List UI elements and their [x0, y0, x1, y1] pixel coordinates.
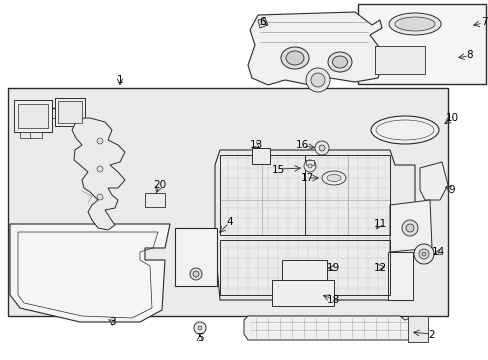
- Bar: [220, 155, 305, 235]
- Bar: [175, 228, 217, 286]
- Ellipse shape: [326, 175, 340, 181]
- Bar: [220, 240, 389, 295]
- Text: 14: 14: [430, 247, 444, 257]
- Ellipse shape: [281, 47, 308, 69]
- Text: 15: 15: [271, 165, 284, 175]
- Text: 19: 19: [325, 263, 339, 273]
- Bar: [30, 132, 42, 138]
- Ellipse shape: [370, 116, 438, 144]
- Text: 9: 9: [448, 185, 454, 195]
- Bar: [305, 155, 389, 235]
- Bar: [58, 101, 82, 123]
- Bar: [20, 132, 32, 138]
- Polygon shape: [244, 316, 414, 340]
- Polygon shape: [215, 150, 414, 300]
- Text: 16: 16: [295, 140, 308, 150]
- Circle shape: [193, 271, 199, 277]
- Ellipse shape: [388, 13, 440, 35]
- Text: 2: 2: [428, 330, 434, 340]
- Bar: [8, 88, 447, 316]
- Bar: [374, 46, 424, 74]
- Ellipse shape: [332, 56, 347, 68]
- Circle shape: [310, 73, 325, 87]
- Bar: [271, 280, 333, 306]
- Bar: [14, 100, 52, 132]
- Circle shape: [304, 160, 315, 172]
- Text: 4: 4: [226, 217, 233, 227]
- Circle shape: [307, 164, 311, 168]
- Text: 5: 5: [196, 333, 203, 343]
- Circle shape: [421, 252, 425, 256]
- Bar: [305, 160, 313, 165]
- Text: 6: 6: [259, 17, 266, 27]
- Ellipse shape: [394, 17, 434, 31]
- Polygon shape: [10, 224, 170, 322]
- Circle shape: [198, 326, 202, 330]
- Text: 13: 13: [249, 140, 262, 150]
- Ellipse shape: [321, 171, 346, 185]
- Polygon shape: [72, 118, 125, 230]
- Bar: [407, 316, 427, 342]
- Bar: [55, 98, 85, 126]
- Bar: [145, 193, 164, 207]
- Text: 20: 20: [153, 180, 166, 190]
- Polygon shape: [389, 200, 431, 252]
- Bar: [251, 148, 269, 164]
- Text: 8: 8: [466, 50, 472, 60]
- Circle shape: [194, 322, 205, 334]
- Polygon shape: [258, 18, 267, 28]
- Circle shape: [97, 166, 103, 172]
- Circle shape: [314, 141, 328, 155]
- Ellipse shape: [285, 51, 304, 65]
- Ellipse shape: [327, 52, 351, 72]
- Text: 18: 18: [325, 295, 339, 305]
- Text: 7: 7: [480, 17, 487, 27]
- Polygon shape: [419, 162, 447, 200]
- Circle shape: [190, 268, 202, 280]
- Text: 1: 1: [117, 75, 123, 85]
- Circle shape: [413, 244, 433, 264]
- Bar: [387, 252, 412, 300]
- Bar: [18, 104, 48, 128]
- Text: 3: 3: [108, 317, 115, 327]
- Text: 10: 10: [445, 113, 458, 123]
- Text: 11: 11: [373, 219, 386, 229]
- Bar: [282, 260, 326, 280]
- Circle shape: [97, 138, 103, 144]
- Circle shape: [97, 194, 103, 200]
- Polygon shape: [247, 12, 384, 85]
- Circle shape: [318, 145, 325, 151]
- Text: 17: 17: [300, 173, 313, 183]
- Circle shape: [305, 68, 329, 92]
- Circle shape: [405, 224, 413, 232]
- Bar: [357, 4, 485, 84]
- Text: 12: 12: [373, 263, 386, 273]
- Circle shape: [401, 220, 417, 236]
- Circle shape: [418, 249, 428, 259]
